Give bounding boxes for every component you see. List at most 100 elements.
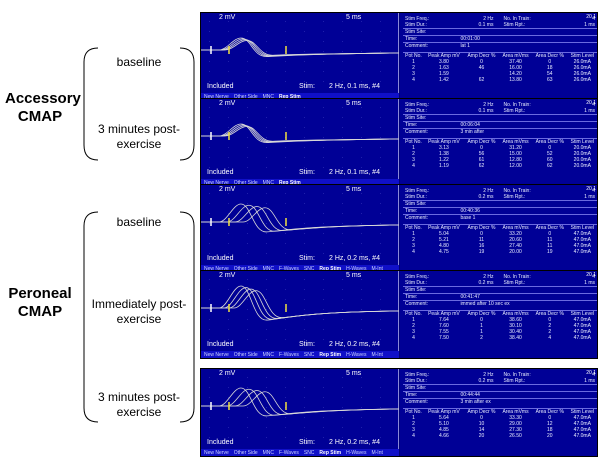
gain-label: 2 mV [219,14,236,21]
col-header: Area mVms [499,138,532,145]
menu-item-h-waves[interactable]: H-Waves [346,450,367,456]
table-cell: 4 [412,335,415,341]
menu-item-mnc[interactable]: MNC [262,180,275,186]
menu-item-other-side[interactable]: Other Side [233,266,258,272]
menu-item-rep-stim[interactable]: Rep Stim [319,352,342,358]
menu-item-rep-stim[interactable]: Rep Stim [319,450,342,456]
menu-item-snc[interactable]: SNC [303,352,315,358]
info-comment: 3 min after ex [458,398,597,405]
panel-number: 20.1 [586,100,596,106]
info-comment-label: Comment: [403,214,459,221]
cmap-waveform [201,207,399,231]
menu-item-m-int[interactable]: M-Int [371,266,383,272]
table-cell: 54 [546,71,553,77]
col-header: Pot No. [403,52,424,59]
panel-number: 20.1 [586,370,596,376]
menu-item-f-waves[interactable]: F-Waves [279,352,299,358]
waveform-svg [201,193,399,254]
table-cell: 1 [412,317,415,323]
table-cell: 19 [546,249,553,255]
menu-item-h-waves[interactable]: H-Waves [346,352,367,358]
included-label: Included [207,439,234,446]
table-row: 1 3.80 0 37.40 0 26.0mA [403,59,597,65]
menu-item-rep-stim[interactable]: Rep Stim [319,266,342,272]
menu-item-rep-stim[interactable]: Rep Stim [279,94,301,100]
info-no-trains-label: No. In Train: [503,274,531,280]
stim-params-table: Stim Freq.: 2 Hz No. In Train: 4 Stim Dur.:… [403,16,597,49]
col-header: Amp Decr % [463,138,500,145]
table-cell: 7.50 [439,335,449,341]
menu-item-f-waves[interactable]: F-Waves [279,266,299,272]
table-cell: 3 [412,71,415,77]
info-stim-freq-label: Stim Freq.: [405,102,430,108]
menu-item-snc[interactable]: SNC [303,450,315,456]
menu-item-other-side[interactable]: Other Side [233,180,258,186]
menu-item-m-int[interactable]: M-Int [371,352,383,358]
table-cell: 1.38 [439,151,449,157]
table-cell: 5.21 [439,237,449,243]
menu-item-mnc[interactable]: MNC [262,94,275,100]
info-site-label: Stim Site: [403,384,597,392]
cmap-waveform [201,40,399,56]
menu-item-snc[interactable]: SNC [303,266,315,272]
menu-item-other-side[interactable]: Other Side [233,450,258,456]
waveform-display: 2 mV 5 ms Included Stim: 2 Hz, 0.1 ms, #… [201,99,399,179]
info-site-label: Stim Site: [403,28,597,36]
col-header: Area Decr % [531,408,568,415]
table-cell: 4 [412,163,415,169]
info-stim-rpt-label: Stim Rpt.: [503,194,526,200]
results-table: Pot No. Peak Amp mV Amp Decr % Area mVms Are… [403,52,597,83]
table-cell: 4.66 [439,433,449,439]
cmap-waveform [201,388,399,416]
table-row: 4 1.42 62 13.80 63 26.0mA [403,77,597,83]
info-no-trains: 4 [592,16,595,22]
info-time-label: Time: [403,207,459,215]
table-cell: 1.22 [439,157,449,163]
waveform-display: 2 mV 5 ms Included Stim: 2 Hz, 0.2 ms, #… [201,271,399,351]
menu-item-mnc[interactable]: MNC [262,352,275,358]
info-stim-rpt-label: Stim Rpt.: [503,378,526,384]
menu-item-other-side[interactable]: Other Side [233,352,258,358]
table-cell: 3 [412,157,415,163]
included-label: Included [207,341,234,348]
table-cell: 10 [478,421,485,427]
sweep-label: 5 ms [346,14,362,21]
menu-item-new-nerve[interactable]: New Nerve [204,94,229,100]
menu-item-rep-stim[interactable]: Rep Stim [279,180,301,186]
menu-item-mnc[interactable]: MNC [262,266,275,272]
col-header: Pot No. [403,310,424,317]
table-cell: 2 [412,65,415,71]
menu-item-h-waves[interactable]: H-Waves [346,266,367,272]
table-row: 3 4.85 14 27.30 18 47.0mA [403,427,597,433]
stim-value: 2 Hz, 0.1 ms, #4 [329,169,380,176]
info-stim-freq: 2 Hz [483,16,494,22]
emg-panel-1: 2 mV 5 ms Included Stim: 2 Hz, 0.1 ms, #… [200,12,598,101]
sweep-label: 5 ms [346,272,362,279]
info-no-trains-label: No. In Train: [503,16,531,22]
table-cell: 2 [412,151,415,157]
table-row: 4 4.66 20 26.50 20 47.0mA [403,433,597,439]
info-stim-rpt-label: Stim Rpt.: [503,108,526,114]
waveform-display: 2 mV 5 ms Included Stim: 2 Hz, 0.1 ms, #… [201,13,399,93]
table-cell: 26.0mA [573,77,591,83]
menu-item-new-nerve[interactable]: New Nerve [204,352,229,358]
table-cell: 14 [478,427,485,433]
table-cell: 47.0mA [573,249,591,255]
menu-item-new-nerve[interactable]: New Nerve [204,180,229,186]
table-cell: 0 [480,59,483,65]
table-cell: 2 [548,323,552,329]
table-row: 1 5.04 0 33.20 0 47.0mA [403,231,597,237]
menu-item-f-waves[interactable]: F-Waves [279,450,299,456]
menu-item-m-int[interactable]: M-Int [371,450,383,456]
included-label: Included [207,255,234,262]
table-cell: 20.0mA [573,151,591,157]
menu-item-other-side[interactable]: Other Side [233,94,258,100]
table-cell: 52 [546,151,553,157]
menu-item-mnc[interactable]: MNC [262,450,275,456]
menu-item-new-nerve[interactable]: New Nerve [204,450,229,456]
per-immediate-label: Immediately post-exercise [91,297,187,326]
info-comment: immed after 10 sec ex [458,300,597,307]
info-time: 00:41:47 [458,293,597,301]
menu-item-new-nerve[interactable]: New Nerve [204,266,229,272]
table-cell: 20 [478,433,485,439]
